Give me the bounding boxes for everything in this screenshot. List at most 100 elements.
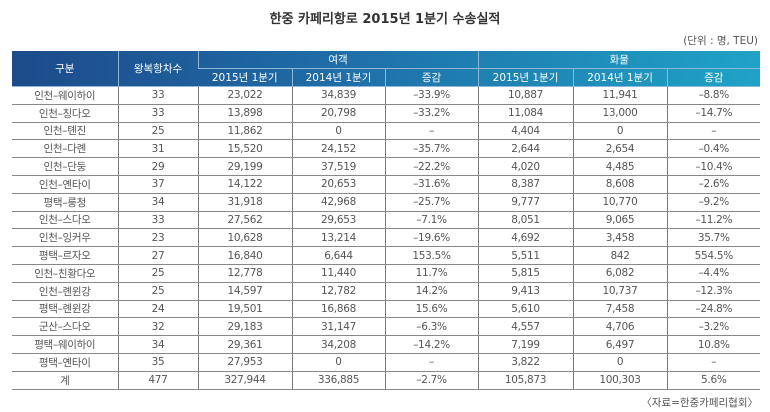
route-cell: 계: [12, 371, 118, 390]
passenger-2015-cell: 29,361: [197, 335, 292, 354]
cargo-change-cell: –0.4%: [666, 139, 761, 159]
passenger-change-cell: –33.9%: [384, 86, 479, 105]
table-row: 평택–롄윈강 24 19,501 16,868 15.6% 5,610 7,458 –24.8…: [12, 300, 761, 319]
route-cell: 인천–단둥: [12, 157, 118, 176]
trips-cell: 23: [117, 228, 198, 248]
passenger-change-cell: –22.2%: [384, 157, 479, 176]
cargo-change-cell: 35.7%: [666, 228, 761, 248]
passenger-2014-cell: 336,885: [291, 371, 385, 390]
cargo-change-cell: –: [666, 122, 761, 141]
route-cell: 인천–톈진: [12, 122, 118, 141]
cargo-change-cell: 10.8%: [666, 335, 761, 354]
cargo-change-cell: –3.2%: [666, 317, 761, 337]
trips-cell: 37: [117, 175, 198, 194]
table-body: 인천–웨이하이 33 23,022 34,839 –33.9% 10,887 11,941–…: [12, 86, 761, 390]
header-passenger: 여객: [197, 51, 479, 69]
cargo-2015-cell: 8,387: [477, 175, 574, 194]
passenger-2015-cell: 15,520: [197, 139, 292, 159]
table-row: 인천–롄윈강 25 14,597 12,782 14.2% 9,413 10,737 –12.…: [12, 282, 761, 301]
cargo-change-cell: –11.2%: [666, 211, 761, 230]
passenger-change-cell: –35.7%: [384, 139, 479, 159]
cargo-2015-cell: 9,777: [477, 193, 574, 212]
route-cell: 평택–옌타이: [12, 353, 118, 372]
route-cell: 인천–롄윈강: [12, 282, 118, 301]
cargo-2015-cell: 3,822: [477, 353, 574, 372]
cargo-2015-cell: 8,051: [477, 211, 574, 230]
table-row: 평택–옌타이 35 27,953 0–3,822 0–: [12, 353, 761, 372]
cargo-change-cell: 554.5%: [666, 246, 761, 265]
passenger-change-cell: 15.6%: [384, 300, 479, 319]
passenger-2015-cell: 29,199: [197, 157, 292, 176]
cargo-2014-cell: 2,654: [572, 139, 668, 159]
passenger-2014-cell: 13,214: [291, 228, 385, 248]
trips-cell: 25: [117, 264, 198, 283]
passenger-2014-cell: 34,208: [291, 335, 385, 354]
cargo-2014-cell: 4,485: [572, 157, 668, 176]
cargo-change-cell: –10.4%: [666, 157, 761, 176]
passenger-2015-cell: 29,183: [197, 317, 292, 337]
passenger-change-cell: –2.7%: [384, 371, 479, 390]
table-row: 인천–칭다오 33 13,898 20,798 –33.2% 11,084 13,000 –1…: [12, 104, 761, 123]
cargo-2014-cell: 3,458: [572, 228, 668, 248]
table-row: 인천–옌타이 37 14,122 20,653 –31.6% 8,387 8,608 –2.6…: [12, 175, 761, 194]
table-row: 인천–웨이하이 33 23,022 34,839 –33.9% 10,887 11,941–…: [12, 86, 761, 105]
passenger-2014-cell: 42,968: [291, 193, 385, 212]
table-row: 평택–르자오 27 16,840 6,644 153.5% 5,511 842 554.5%: [12, 246, 761, 265]
shipping-stats-table: 구분 왕복항차수 여객 화물 2015년 1분기 2014년 1분기 증감 20…: [12, 51, 761, 390]
trips-cell: 34: [117, 193, 198, 212]
trips-cell: 27: [117, 246, 198, 265]
trips-cell: 34: [117, 335, 198, 354]
cargo-2015-cell: 10,887: [477, 86, 574, 105]
cargo-2014-cell: 0: [572, 122, 668, 141]
cargo-2015-cell: 5,511: [477, 246, 574, 265]
passenger-change-cell: –19.6%: [384, 228, 479, 248]
header-cargo: 화물: [477, 51, 761, 69]
passenger-change-cell: –25.7%: [384, 193, 479, 212]
header-passenger-2015: 2015년 1분기: [198, 68, 292, 87]
unit-note: (단위 : 명, TEU): [683, 35, 758, 47]
passenger-2015-cell: 13,898: [197, 104, 292, 123]
route-cell: 인천–칭다오: [12, 104, 118, 123]
cargo-2015-cell: 5,815: [477, 264, 574, 283]
cargo-2014-cell: 8,608: [572, 175, 668, 194]
source-note: 〈자료=한중카페리협회〉: [641, 397, 758, 409]
header-cargo-change: 증감: [666, 68, 761, 87]
route-cell: 인천–잉커우: [12, 228, 118, 248]
trips-cell: 29: [117, 157, 198, 176]
cargo-2015-cell: 4,692: [477, 228, 574, 248]
passenger-2014-cell: 0: [291, 353, 385, 372]
passenger-2015-cell: 14,122: [197, 175, 292, 194]
cargo-2014-cell: 7,458: [572, 300, 668, 319]
table-row: 인천–잉커우 23 10,628 13,214 –19.6% 4,692 3,458 35.7…: [12, 228, 761, 248]
passenger-2015-cell: 27,562: [197, 211, 292, 230]
cargo-2014-cell: 10,737: [572, 282, 668, 301]
table-row: 인천–친황다오 25 12,778 11,440 11.7% 5,815 6,082 –4.4…: [12, 264, 761, 283]
trips-cell: 33: [117, 211, 198, 230]
table-row: 평택–룽청 34 31,918 42,968 –25.7% 9,777 10,770 –9.2…: [12, 193, 761, 212]
passenger-2014-cell: 31,147: [291, 317, 385, 337]
cargo-2014-cell: 100,303: [572, 371, 668, 390]
cargo-2014-cell: 842: [572, 246, 668, 265]
passenger-2014-cell: 24,152: [291, 139, 385, 159]
passenger-2014-cell: 37,519: [291, 157, 385, 176]
cargo-2014-cell: 0: [572, 353, 668, 372]
trips-cell: 33: [117, 104, 198, 123]
trips-cell: 25: [117, 122, 198, 141]
cargo-2014-cell: 13,000: [572, 104, 668, 123]
passenger-change-cell: –6.3%: [384, 317, 479, 337]
trips-cell: 477: [117, 371, 198, 390]
passenger-change-cell: –7.1%: [384, 211, 479, 230]
passenger-2014-cell: 6,644: [291, 246, 385, 265]
cargo-2015-cell: 11,084: [477, 104, 574, 123]
trips-cell: 25: [117, 282, 198, 301]
trips-cell: 33: [117, 86, 198, 105]
passenger-2015-cell: 19,501: [197, 300, 292, 319]
cargo-2015-cell: 105,873: [477, 371, 574, 390]
cargo-2015-cell: 4,404: [477, 122, 574, 141]
cargo-2014-cell: 6,497: [572, 335, 668, 354]
table-row: 인천–스다오 33 27,562 29,653 –7.1% 8,051 9,065 –11.2…: [12, 211, 761, 230]
passenger-2015-cell: 11,862: [197, 122, 292, 141]
passenger-change-cell: –: [384, 353, 479, 372]
route-cell: 평택–르자오: [12, 246, 118, 265]
header-route: 구분: [12, 51, 118, 87]
